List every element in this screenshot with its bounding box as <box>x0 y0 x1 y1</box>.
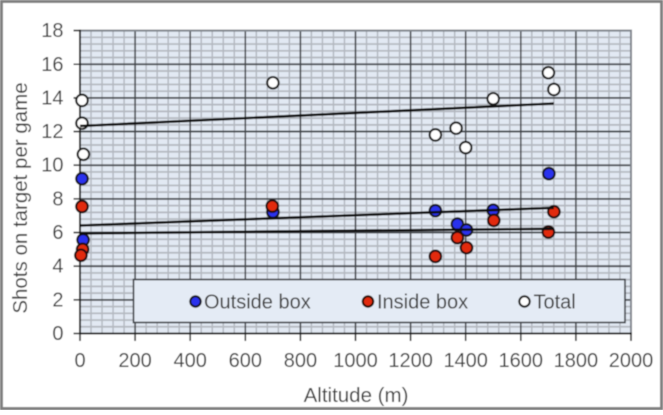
svg-text:1800: 1800 <box>554 350 599 372</box>
svg-text:10: 10 <box>41 155 63 177</box>
svg-text:Shots on target per game: Shots on target per game <box>9 82 32 313</box>
svg-text:12: 12 <box>41 121 63 143</box>
svg-text:600: 600 <box>229 350 262 372</box>
svg-text:1000: 1000 <box>333 350 378 372</box>
svg-text:16: 16 <box>41 54 63 76</box>
svg-text:8: 8 <box>52 188 63 210</box>
svg-text:1200: 1200 <box>388 350 433 372</box>
svg-text:1600: 1600 <box>499 350 544 372</box>
svg-text:2: 2 <box>52 289 63 311</box>
svg-text:0: 0 <box>74 350 85 372</box>
svg-text:1400: 1400 <box>443 350 488 372</box>
svg-text:400: 400 <box>174 350 207 372</box>
svg-text:Outside box: Outside box <box>204 292 311 314</box>
svg-text:14: 14 <box>41 87 63 109</box>
svg-text:4: 4 <box>52 256 63 278</box>
svg-text:18: 18 <box>41 20 63 42</box>
svg-text:800: 800 <box>284 350 317 372</box>
svg-text:Altitude (m): Altitude (m) <box>304 384 409 407</box>
svg-text:6: 6 <box>52 222 63 244</box>
svg-text:Total: Total <box>534 292 576 314</box>
svg-text:200: 200 <box>118 350 151 372</box>
svg-text:0: 0 <box>52 323 63 345</box>
svg-text:2000: 2000 <box>609 350 654 372</box>
svg-text:Inside box: Inside box <box>377 292 468 314</box>
